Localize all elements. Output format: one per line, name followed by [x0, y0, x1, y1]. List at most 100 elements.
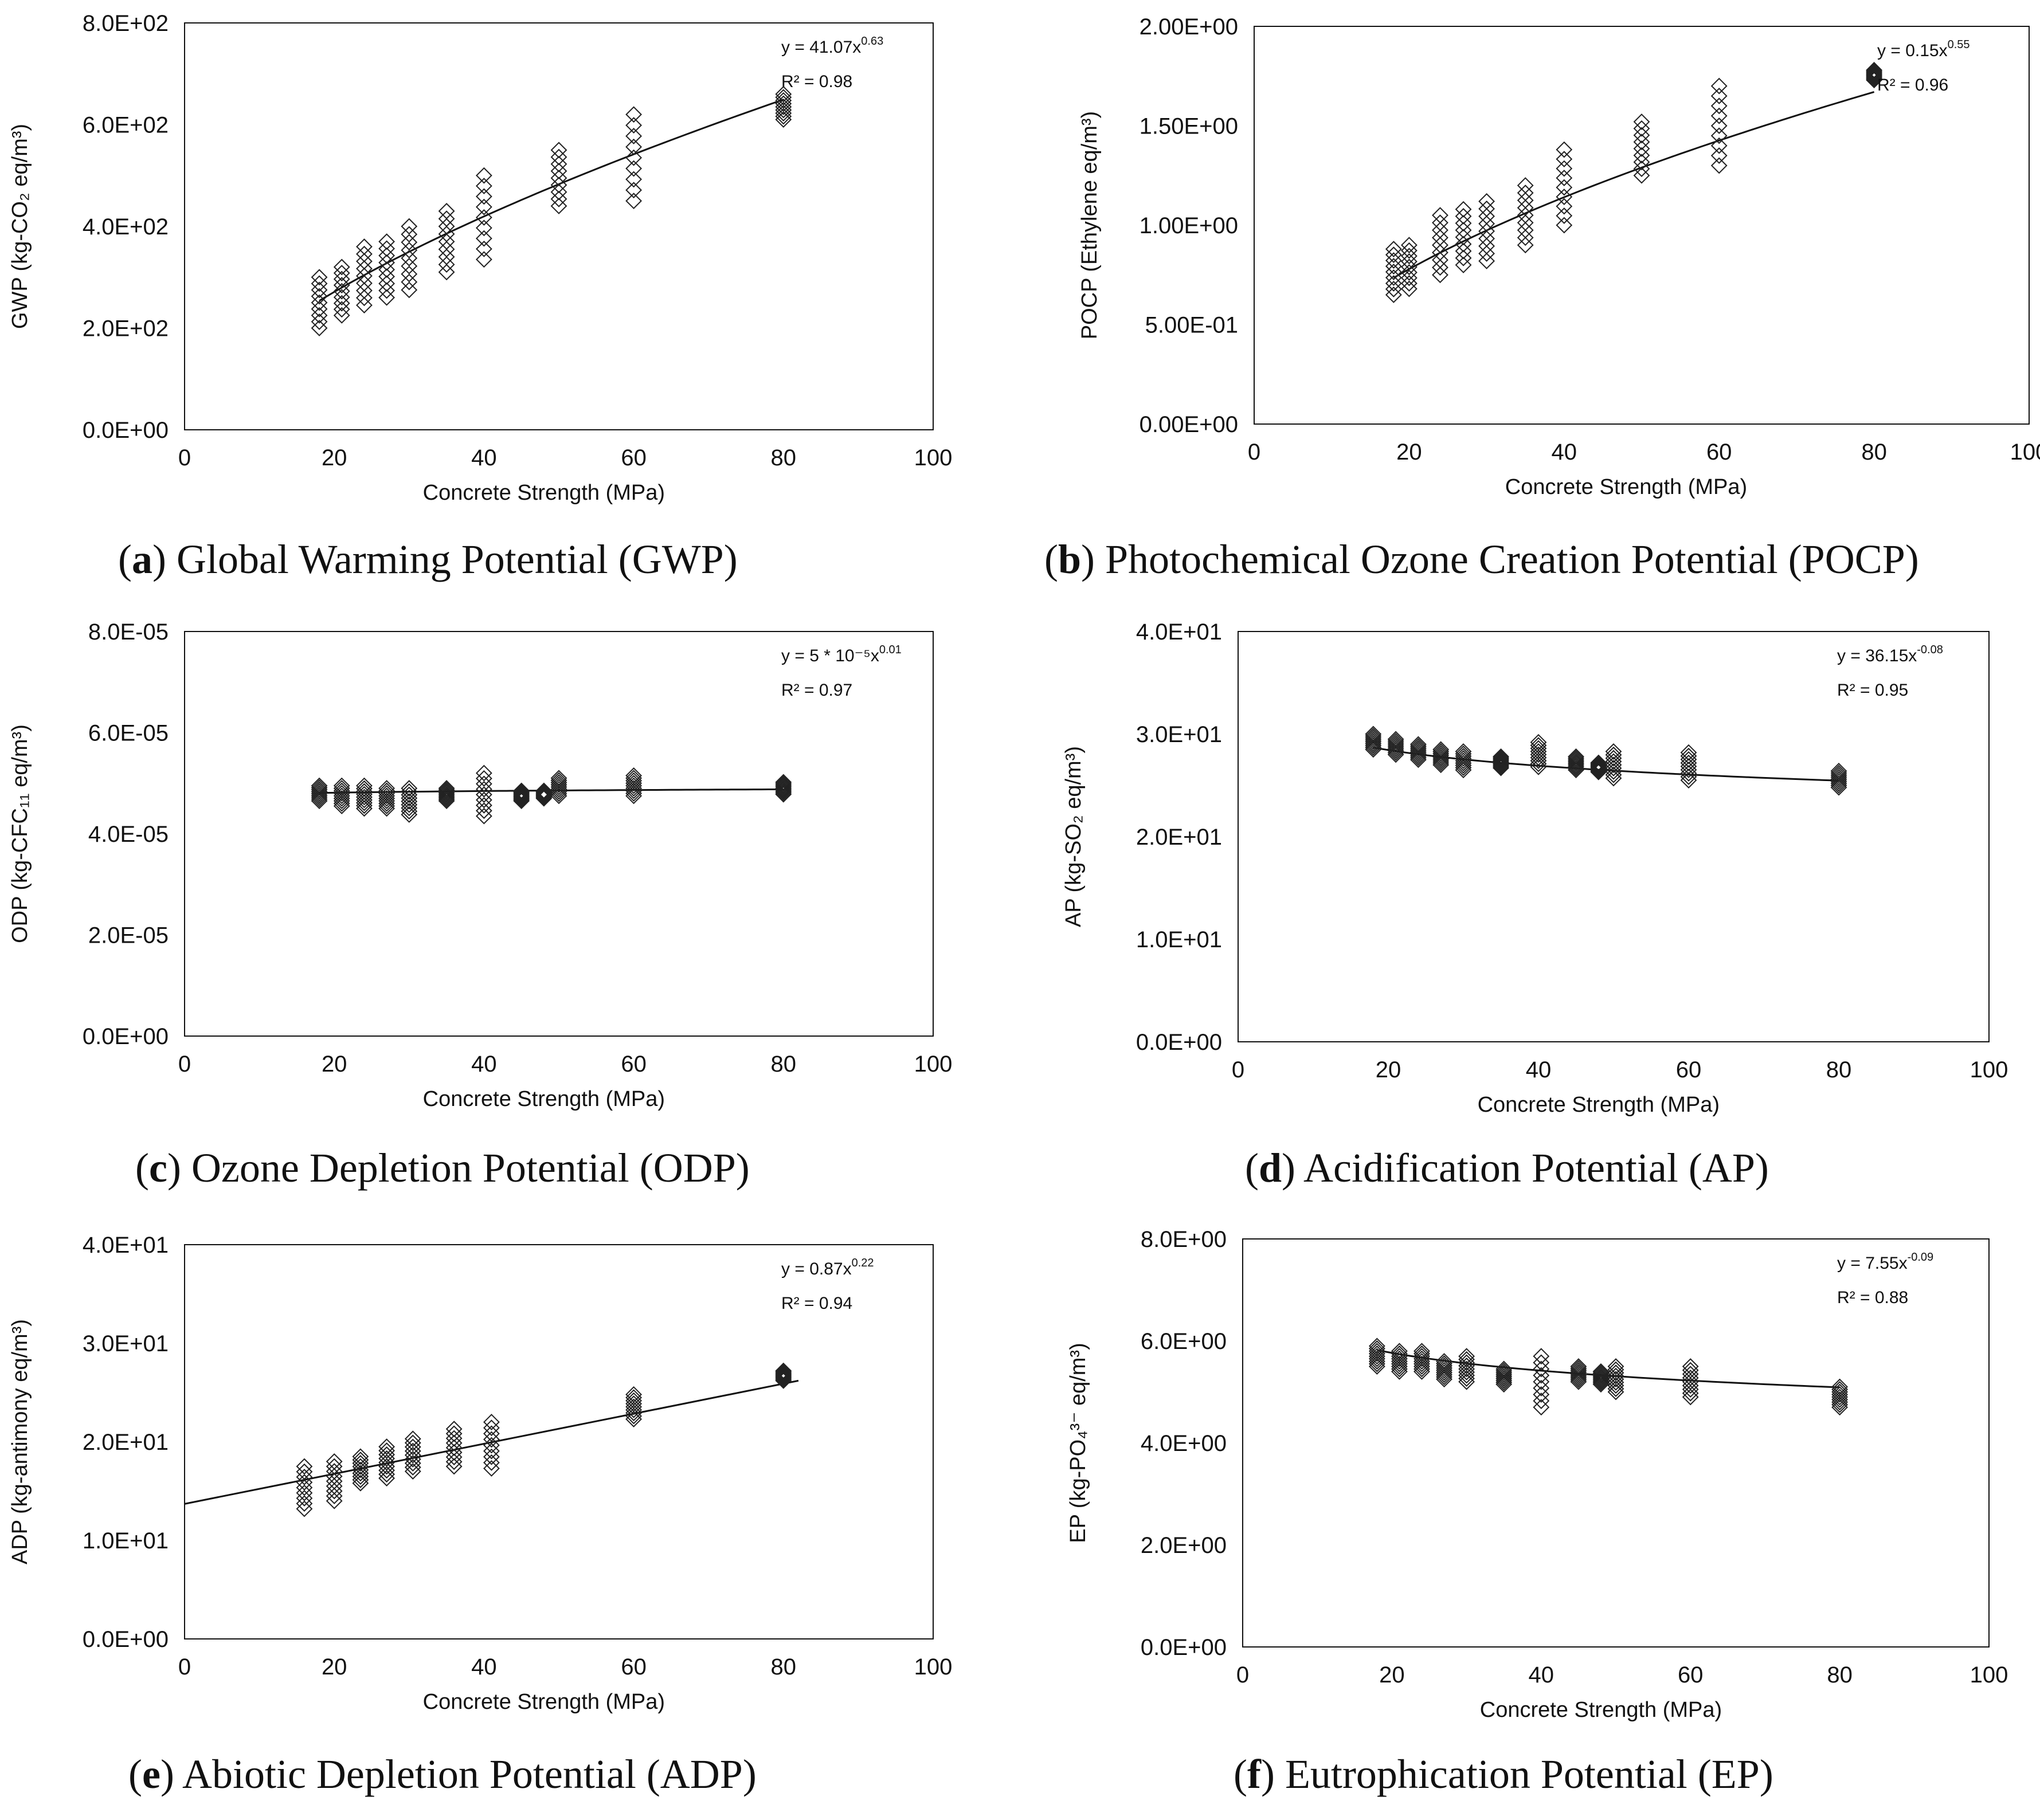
data-point	[625, 160, 643, 177]
x-tick-label: 0	[1248, 440, 1260, 465]
data-point	[378, 1450, 396, 1467]
fit-equation: y = 7.55x-0.09	[1837, 1251, 1933, 1273]
data-point	[311, 779, 328, 796]
chart-panel-b: 0.00E+00 5.00E-01 1.00E+00 1.50E+00 2.00E+00…	[1044, 14, 2040, 582]
data-point	[1605, 763, 1622, 780]
fit-equation: y = 0.15x0.55	[1877, 38, 1970, 60]
data-point	[1455, 207, 1472, 225]
data-point	[1830, 768, 1847, 786]
data-point	[483, 1454, 500, 1471]
data-point	[1680, 765, 1697, 782]
data-point	[1605, 743, 1622, 760]
y-tick-label: 2.0E-05	[88, 923, 169, 948]
data-point	[1710, 127, 1728, 144]
panel-caption: (c) Ozone Depletion Potential (ODP)	[135, 1145, 750, 1191]
data-point	[333, 258, 350, 276]
y-tick-label: 6.0E+02	[83, 113, 169, 138]
data-point	[1478, 222, 1495, 240]
data-point	[1605, 760, 1622, 776]
data-point	[401, 257, 418, 274]
y-tick-label: 6.0E+00	[1141, 1329, 1227, 1354]
data-point	[1387, 731, 1404, 748]
data-point	[1682, 1362, 1699, 1379]
data-point	[625, 1389, 643, 1406]
data-point	[1432, 745, 1450, 762]
x-tick-label: 80	[771, 445, 797, 470]
data-point	[625, 117, 643, 134]
data-point	[311, 300, 328, 317]
x-tick-label: 0	[178, 1654, 191, 1680]
data-point	[625, 182, 643, 199]
data-point	[1533, 1399, 1550, 1416]
data-point	[404, 1450, 421, 1468]
data-point	[326, 1453, 343, 1470]
data-point	[1568, 751, 1584, 768]
x-tick-label: 40	[1526, 1057, 1552, 1082]
data-point	[1458, 1354, 1475, 1371]
data-point	[775, 92, 792, 109]
data-point	[1517, 207, 1534, 224]
data-point	[438, 781, 455, 798]
plot-area	[1242, 1238, 1990, 1648]
data-point	[475, 178, 492, 194]
data-point	[1830, 779, 1847, 796]
data-point	[311, 307, 328, 324]
fit-equation: y = 0.87x0.22	[781, 1257, 874, 1278]
data-point	[1432, 222, 1448, 239]
panel-caption: (a) Global Warming Potential (GWP)	[118, 536, 738, 582]
x-axis-label: Concrete Strength (MPa)	[423, 1690, 665, 1714]
x-tick-label: 100	[914, 1654, 953, 1680]
data-point	[1533, 1386, 1550, 1403]
data-point	[352, 1472, 369, 1488]
data-point	[1830, 763, 1847, 779]
data-point	[445, 1421, 463, 1438]
data-point	[1607, 1361, 1624, 1378]
data-point	[475, 764, 492, 782]
data-point	[296, 1479, 313, 1496]
data-point	[1570, 1362, 1587, 1379]
data-point	[333, 307, 350, 324]
data-point	[1530, 752, 1547, 769]
data-point	[475, 209, 492, 226]
x-tick-label: 100	[1970, 1662, 2008, 1688]
data-point	[1590, 754, 1607, 771]
data-point	[378, 240, 396, 257]
data-point	[1607, 1383, 1624, 1401]
data-point	[404, 1438, 421, 1456]
data-point	[404, 1454, 421, 1472]
x-axis-label: Concrete Strength (MPa)	[423, 1087, 665, 1111]
data-point	[550, 198, 567, 214]
data-point	[475, 791, 492, 809]
data-point	[296, 1484, 313, 1501]
data-point	[483, 1437, 500, 1454]
data-point	[1590, 758, 1607, 775]
data-point	[1400, 242, 1418, 259]
y-tick-label: 4.0E+02	[83, 214, 169, 240]
r-squared: R² = 0.95	[1837, 681, 1908, 700]
data-point	[1607, 1367, 1624, 1384]
x-tick-label: 40	[471, 445, 497, 470]
data-point	[311, 281, 328, 299]
data-point	[311, 320, 328, 336]
data-point	[1455, 746, 1472, 762]
data-point	[550, 155, 567, 172]
data-point	[296, 1500, 313, 1517]
y-tick-label: 8.0E+02	[83, 11, 169, 36]
data-point	[1413, 1343, 1430, 1360]
data-point	[475, 780, 492, 798]
x-tick-label: 20	[1379, 1662, 1405, 1688]
data-point	[311, 777, 328, 794]
data-point	[438, 210, 455, 227]
x-tick-label: 60	[1706, 440, 1732, 465]
data-point	[775, 89, 792, 106]
data-point	[1455, 222, 1472, 239]
chart-panel-c: 0.0E+00 2.0E-05 4.0E-05 6.0E-05 8.0E-05 0 20 40…	[8, 619, 952, 1191]
y-tick-label: 3.0E+01	[1136, 722, 1222, 747]
data-point	[1556, 151, 1573, 168]
data-point	[438, 225, 455, 242]
data-point	[1633, 127, 1650, 144]
x-axis-label: Concrete Strength (MPa)	[1480, 1698, 1722, 1722]
data-point	[401, 783, 418, 800]
trend-line	[1393, 91, 1875, 279]
data-point	[1533, 1373, 1550, 1390]
